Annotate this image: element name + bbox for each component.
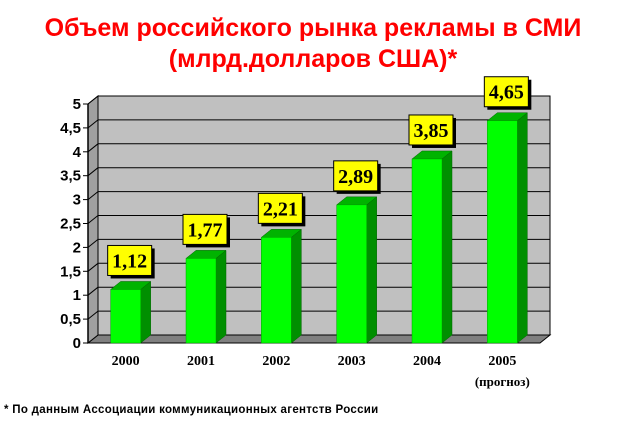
gridline-diag [87,167,99,177]
y-tick-label: 4 [73,144,82,161]
y-tick-label: 2 [73,239,81,256]
x-tick-note: (прогноз) [475,374,530,389]
gridline-diag [87,262,99,272]
gridline-diag [87,191,99,200]
data-label: 1,12 [112,250,147,272]
y-tick-label: 1 [73,287,81,304]
gridline-diag [87,239,99,248]
gridline-diag [87,286,99,296]
gridline-diag [87,215,99,224]
bar [185,258,217,344]
bar-side [215,249,227,344]
data-label: 3,85 [414,120,449,142]
bar [261,237,292,344]
data-label: 2,89 [338,166,373,188]
gridline-diag [87,119,99,129]
y-tick-label: 0 [73,335,81,352]
data-label-box [483,76,529,108]
gridline-diag [87,143,99,153]
x-tick-label: 2001 [187,354,215,369]
x-tick-label: 2004 [413,354,441,369]
x-tick-label: 2000 [112,354,140,369]
y-tick-label: 5 [73,96,81,113]
footnote: * По данным Ассоциации коммуникационных … [4,404,379,416]
plot-floor [86,334,552,344]
bar [411,158,443,344]
bar [336,204,367,344]
x-tick-label: 2002 [262,354,290,369]
bar-side [441,150,453,344]
y-tick-label: 3 [73,192,81,209]
bar-side [140,280,151,344]
x-tick-label: 2003 [338,354,366,369]
title-line-2: (млрд.долларов США)* [168,45,458,73]
bar-side [517,112,528,344]
data-label-box [182,213,228,245]
gridline-diag [87,95,99,105]
bar [110,289,141,344]
data-label: 4,65 [489,82,524,104]
data-label: 1,77 [188,219,223,241]
bar-side [291,228,302,344]
y-tick-label: 2,5 [60,216,81,233]
gridline-diag [87,310,99,320]
data-label-box [333,160,379,192]
data-label-box [408,114,454,146]
data-label-box [107,244,153,276]
y-tick-label: 1,5 [60,263,81,280]
x-tick-label: 2005 [488,354,516,369]
y-tick-label: 4,5 [60,120,81,137]
bar-side [366,196,377,344]
title-line-1: Объем российского рынка рекламы в СМИ [44,14,582,42]
data-label: 2,21 [263,198,298,220]
y-tick-label: 3,5 [60,168,81,185]
data-label-box [257,192,303,224]
y-tick-label: 0,5 [60,311,81,328]
bar [487,120,518,344]
